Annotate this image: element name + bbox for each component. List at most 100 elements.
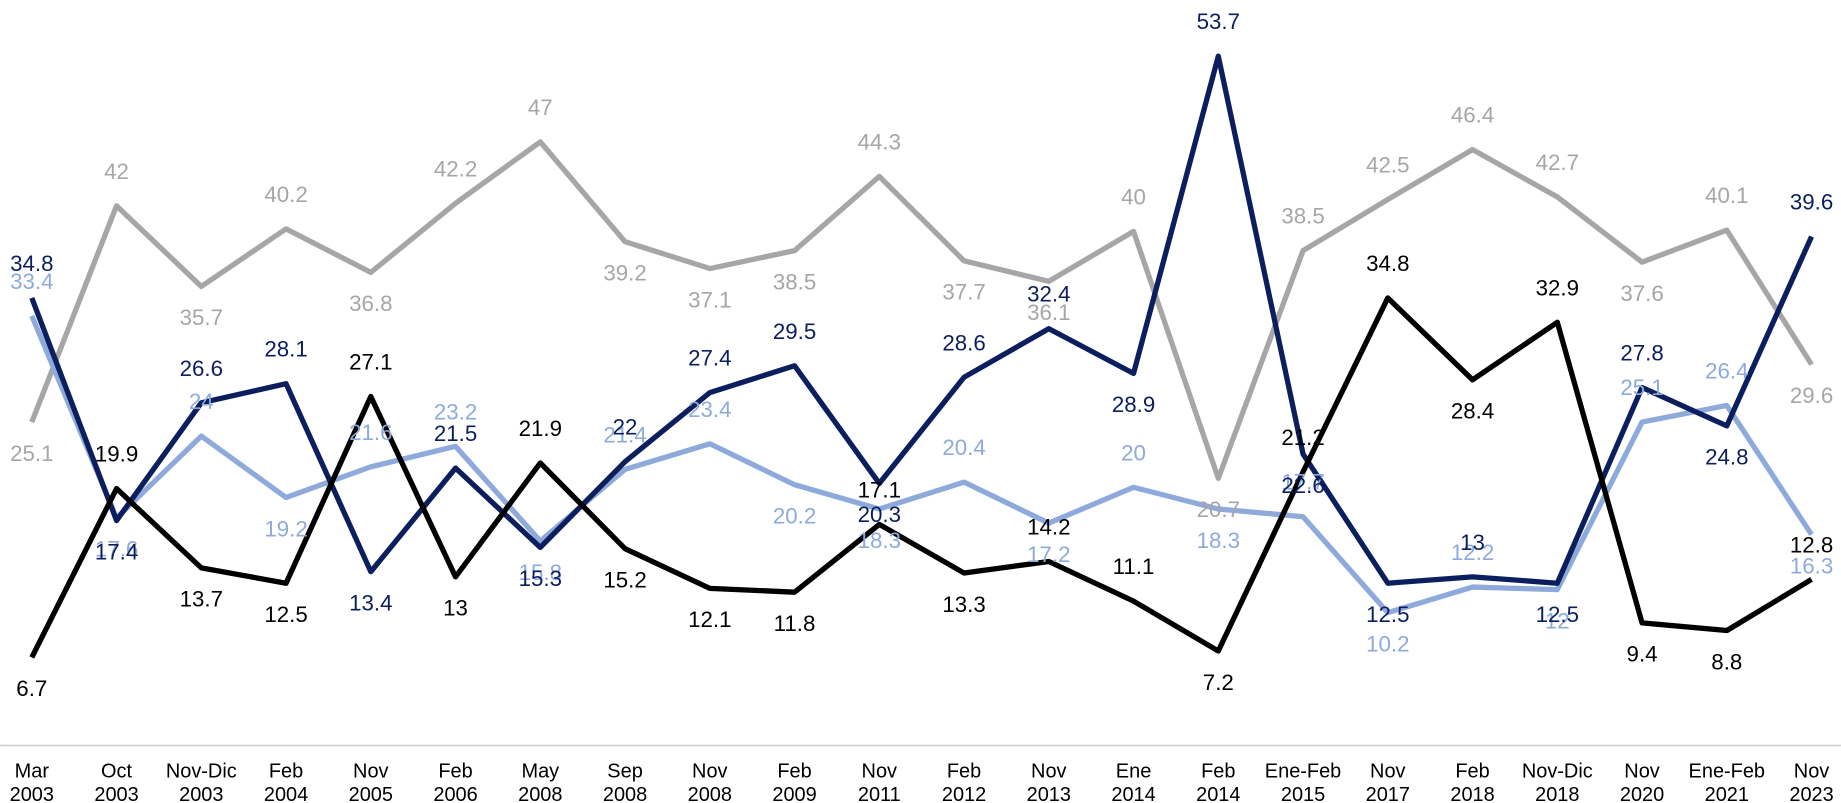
data-label: 24 — [189, 389, 214, 414]
data-label: 18.3 — [1197, 528, 1240, 553]
data-label: 42.2 — [434, 156, 477, 181]
data-label: 29.5 — [773, 319, 816, 344]
data-label: 28.9 — [1112, 392, 1155, 417]
data-label: 42.7 — [1536, 150, 1579, 175]
data-label: 53.7 — [1197, 9, 1240, 34]
data-label: 27.4 — [688, 346, 731, 371]
x-tick-label: May2008 — [518, 761, 562, 803]
data-label: 24.8 — [1705, 445, 1748, 470]
data-label: 11.1 — [1113, 554, 1155, 579]
data-label: 22 — [613, 415, 638, 440]
data-label: 44.3 — [858, 129, 901, 154]
data-label: 35.7 — [180, 305, 223, 330]
data-label: 39.2 — [603, 260, 646, 285]
data-label: 46.4 — [1451, 103, 1494, 128]
data-label: 19.2 — [264, 516, 307, 541]
data-label: 20.4 — [942, 435, 985, 460]
data-label: 37.6 — [1620, 281, 1663, 306]
data-label: 21.9 — [519, 416, 562, 441]
data-label: 40 — [1121, 184, 1146, 209]
data-label: 42.5 — [1366, 152, 1409, 177]
data-label: 12.5 — [1536, 602, 1579, 627]
data-label: 20.3 — [858, 502, 901, 527]
data-label: 13.4 — [349, 590, 392, 615]
data-label: 13.7 — [180, 587, 223, 612]
data-label: 29.6 — [1790, 383, 1833, 408]
data-label: 38.5 — [1281, 204, 1324, 229]
data-label: 11.8 — [774, 611, 816, 636]
data-label: 8.8 — [1711, 649, 1742, 674]
data-label: 20 — [1121, 440, 1146, 465]
data-label: 14.2 — [1027, 514, 1070, 539]
data-label: 37.7 — [942, 280, 985, 305]
data-label: 13 — [443, 596, 468, 621]
data-label: 21.5 — [434, 421, 477, 446]
data-label: 38.5 — [773, 269, 816, 294]
line — [32, 56, 1812, 583]
data-label: 21.6 — [349, 420, 392, 445]
data-label: 34.8 — [1366, 251, 1409, 276]
data-label: 40.1 — [1705, 183, 1748, 208]
data-label: 20.2 — [773, 503, 816, 528]
data-label: 19.9 — [95, 442, 138, 467]
data-label: 23.4 — [688, 397, 731, 422]
data-label: 12.5 — [1366, 602, 1409, 627]
data-label: 28.4 — [1451, 399, 1494, 424]
data-label: 26.6 — [180, 356, 223, 381]
data-label: 27.8 — [1620, 341, 1663, 366]
data-label: 12.8 — [1790, 532, 1833, 557]
data-label: 39.6 — [1790, 190, 1833, 215]
data-label: 25.1 — [10, 441, 53, 466]
data-label: 32.9 — [1536, 275, 1579, 300]
data-label: 47 — [528, 95, 553, 120]
data-label: 15.2 — [603, 567, 646, 592]
data-label: 32.4 — [1027, 282, 1070, 307]
x-tick-label: Nov2013 — [1027, 761, 1071, 803]
data-label: 40.2 — [264, 182, 307, 207]
data-label: 9.4 — [1627, 642, 1658, 667]
data-label: 22.6 — [1281, 473, 1324, 498]
data-label: 25.1 — [1620, 375, 1663, 400]
data-label: 37.1 — [688, 287, 731, 312]
data-label: 13 — [1460, 530, 1485, 555]
data-label: 34.8 — [10, 251, 53, 276]
data-label: 7.2 — [1203, 670, 1234, 695]
data-label: 12.5 — [264, 602, 307, 627]
data-label: 17.4 — [95, 539, 138, 564]
data-label: 17.1 — [858, 477, 901, 502]
x-tick-label: Feb2004 — [264, 761, 308, 803]
data-label: 17.2 — [1027, 542, 1070, 567]
data-label: 6.7 — [16, 676, 47, 701]
data-label: 13.3 — [942, 592, 985, 617]
data-label: 21.2 — [1281, 425, 1324, 450]
data-label: 20.7 — [1197, 497, 1240, 522]
data-label: 12.1 — [688, 607, 731, 632]
data-label: 18.3 — [858, 528, 901, 553]
data-label: 28.1 — [264, 337, 307, 362]
data-label: 26.4 — [1705, 358, 1748, 383]
data-label: 27.1 — [349, 349, 392, 374]
data-label: 28.6 — [942, 330, 985, 355]
data-label: 15.3 — [519, 566, 562, 591]
data-label: 36.8 — [349, 291, 392, 316]
chart: Mar2003 Oct2003 Nov-Dic2003 Feb2004 Nov2005 F… — [0, 0, 1841, 803]
data-label: 10.2 — [1366, 631, 1409, 656]
